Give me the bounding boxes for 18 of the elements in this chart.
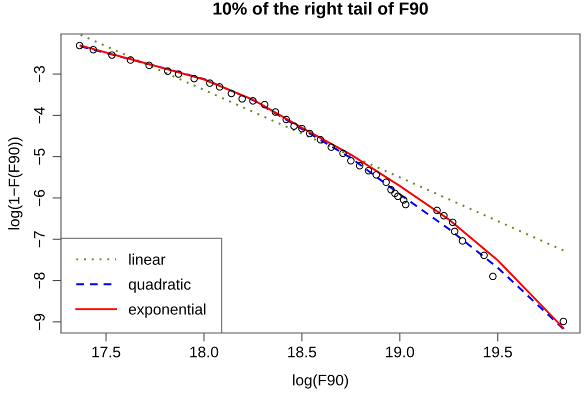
x-tick-label: 19.0 (386, 346, 414, 358)
x-tick-label: 17.5 (92, 346, 120, 358)
x-axis-title: log(F90) (293, 374, 348, 389)
y-tick-label: −5 (34, 148, 45, 165)
legend-label: quadratic (128, 278, 191, 293)
x-tick-label: 18.0 (190, 346, 218, 358)
y-tick-label: −8 (34, 272, 45, 289)
x-tick-label: 19.5 (484, 346, 512, 358)
y-tick-label: −7 (34, 231, 45, 248)
legend-label: exponential (128, 303, 206, 318)
y-tick-label: −3 (34, 66, 45, 82)
y-tick-label: −4 (34, 107, 45, 124)
y-tick-label: −9 (34, 314, 45, 330)
y-tick-label: −6 (34, 190, 45, 206)
y-axis-title: log(1−F(F90)) (8, 138, 22, 230)
x-tick-label: 18.5 (288, 346, 316, 358)
chart-title: 10% of the right tail of F90 (214, 2, 428, 18)
legend-label: linear (129, 254, 166, 265)
